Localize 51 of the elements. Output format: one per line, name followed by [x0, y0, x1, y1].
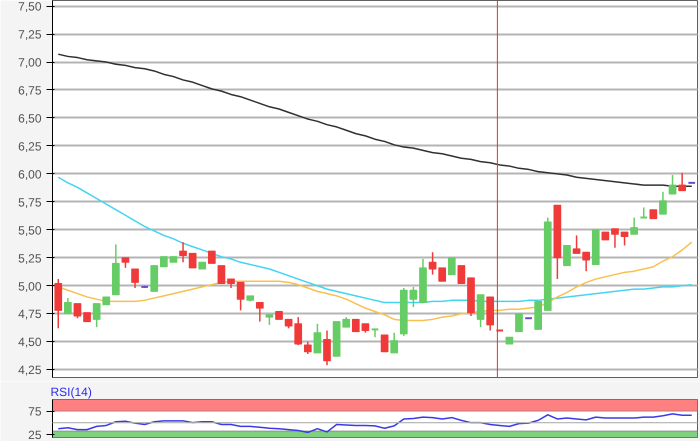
y-tick-label: 4,25 [18, 363, 42, 378]
y-tick-label: 6,75 [18, 83, 42, 98]
y-tick-label: 5,25 [18, 251, 42, 266]
candlestick [323, 330, 331, 366]
candlestick [515, 313, 523, 332]
candlestick [160, 256, 168, 268]
candlestick [304, 340, 312, 355]
candlestick [314, 323, 322, 354]
chart-title: RSI(14) [50, 385, 92, 399]
candlestick [92, 302, 101, 328]
candlestick [64, 297, 72, 314]
y-tick-label: 7,25 [18, 28, 42, 42]
candlestick [448, 257, 456, 276]
candlestick [179, 241, 187, 264]
candlestick [668, 174, 676, 195]
y-tick-label: 7,50 [18, 0, 42, 14]
candlestick [390, 332, 398, 354]
candlestick [188, 252, 196, 268]
candlestick [256, 302, 264, 322]
candlestick [131, 268, 139, 289]
y-tick-label: 75 [28, 404, 42, 419]
y-tick-label: 7,00 [18, 56, 42, 70]
y-tick-label: 6,50 [18, 111, 42, 126]
candlestick [572, 234, 580, 254]
candlestick [428, 251, 436, 276]
y-tick-label: 5,50 [18, 223, 42, 238]
line-series [58, 176, 692, 304]
candlestick [639, 206, 648, 219]
candlestick [678, 172, 686, 192]
candlestick [438, 267, 446, 282]
y-tick-label: 4,50 [18, 335, 42, 350]
candlestick [266, 314, 274, 326]
candlestick [342, 316, 350, 328]
candlestick [582, 251, 590, 272]
candlestick [294, 316, 302, 346]
y-tick-label: 4,75 [18, 307, 42, 322]
candlestick [352, 318, 360, 332]
candlestick [630, 216, 638, 236]
candlestick [380, 334, 388, 352]
candlestick [563, 244, 571, 266]
y-tick-label: 25 [28, 428, 42, 441]
line-series [58, 413, 692, 434]
candlestick [458, 265, 466, 284]
y-tick-label: 5,00 [18, 279, 42, 294]
candlestick [236, 282, 244, 312]
candlestick [122, 257, 130, 269]
y-tick-label: 5,75 [18, 195, 42, 210]
candlestick [208, 250, 216, 264]
y-tick-label: 6,25 [18, 139, 42, 154]
y-tick-label: 6,00 [18, 167, 42, 182]
candlestick [659, 191, 667, 215]
